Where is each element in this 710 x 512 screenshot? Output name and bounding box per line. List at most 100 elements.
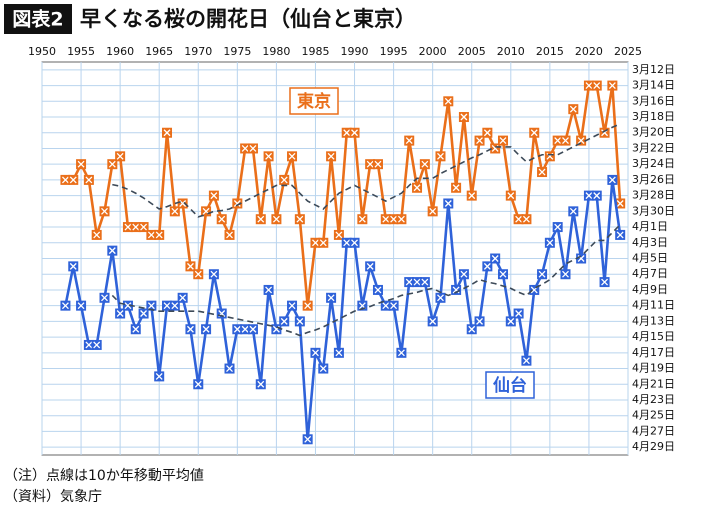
marker-cross	[312, 239, 319, 247]
y-tick-label: 4月7日	[632, 267, 668, 280]
marker-cross	[530, 129, 538, 137]
marker-cross	[280, 317, 288, 325]
x-tick-label: 1980	[262, 45, 290, 58]
marker-cross	[186, 325, 194, 333]
marker	[365, 159, 376, 170]
marker	[287, 151, 298, 162]
marker	[91, 229, 102, 240]
y-tick-label: 4月15日	[632, 330, 675, 343]
marker	[474, 135, 485, 146]
marker	[404, 277, 415, 288]
marker-cross	[319, 239, 327, 247]
y-tick-label: 4月3日	[632, 236, 668, 249]
marker	[138, 308, 149, 319]
x-tick-label: 2025	[614, 45, 642, 58]
marker	[599, 127, 610, 138]
marker-cross	[421, 278, 429, 286]
marker-cross	[374, 286, 382, 294]
marker-cross	[85, 176, 93, 184]
marker-cross	[460, 270, 468, 278]
marker-cross	[351, 129, 358, 137]
marker-cross	[397, 349, 405, 357]
marker-cross	[390, 215, 398, 223]
marker-cross	[468, 192, 476, 200]
y-tick-label: 4月13日	[632, 314, 675, 327]
marker	[537, 269, 548, 280]
marker	[122, 300, 133, 311]
marker-cross	[210, 192, 218, 200]
marker-cross	[608, 82, 616, 90]
marker	[216, 308, 227, 319]
marker	[263, 151, 274, 162]
marker	[466, 190, 477, 201]
x-tick-label: 1990	[341, 45, 369, 58]
marker	[451, 284, 462, 295]
marker	[443, 96, 454, 107]
marker	[341, 127, 352, 138]
marker-cross	[452, 184, 460, 192]
marker-cross	[140, 310, 148, 317]
marker	[263, 284, 274, 295]
marker-cross	[155, 231, 163, 239]
marker	[388, 300, 399, 311]
marker	[60, 174, 71, 185]
marker	[583, 80, 594, 91]
marker-cross	[343, 129, 351, 137]
marker-cross	[194, 270, 202, 278]
marker	[372, 284, 383, 295]
marker	[130, 324, 141, 335]
y-tick-label: 4月23日	[632, 393, 675, 406]
marker-cross	[116, 310, 124, 317]
marker	[419, 277, 430, 288]
marker-cross	[429, 207, 437, 215]
marker-cross	[319, 365, 327, 372]
marker	[177, 198, 188, 209]
marker-cross	[101, 207, 108, 215]
marker-cross	[179, 200, 187, 207]
marker-cross	[155, 372, 163, 380]
marker	[497, 135, 508, 146]
marker-cross	[327, 152, 335, 160]
marker	[607, 174, 618, 185]
marker-cross	[210, 270, 218, 278]
marker-cross	[351, 239, 358, 247]
marker-cross	[132, 325, 140, 333]
marker	[341, 237, 352, 248]
marker	[615, 198, 626, 209]
marker-cross	[85, 341, 93, 349]
marker-cross	[444, 200, 452, 207]
marker-cross	[124, 223, 132, 231]
y-tick-label: 4月9日	[632, 283, 668, 296]
marker-cross	[327, 294, 335, 302]
marker-cross	[257, 215, 265, 223]
moving-average-line	[112, 123, 621, 218]
marker-cross	[218, 215, 226, 223]
marker-cross	[304, 302, 312, 310]
marker	[76, 300, 87, 311]
marker	[380, 300, 391, 311]
y-tick-label: 4月1日	[632, 220, 668, 233]
marker	[232, 198, 243, 209]
marker	[497, 269, 508, 280]
marker-cross	[413, 278, 421, 286]
marker-cross	[554, 137, 562, 145]
marker-cross	[468, 325, 476, 333]
marker	[482, 127, 493, 138]
marker	[349, 237, 360, 248]
y-tick-label: 3月28日	[632, 189, 675, 202]
y-tick-label: 3月26日	[632, 173, 675, 186]
marker	[505, 190, 516, 201]
marker-cross	[312, 349, 319, 357]
marker-cross	[476, 317, 484, 325]
y-tick-label: 4月27日	[632, 424, 675, 437]
marker-cross	[249, 145, 257, 152]
marker-cross	[304, 435, 312, 443]
marker-cross	[93, 231, 101, 239]
marker-cross	[101, 294, 108, 302]
marker-cross	[366, 160, 374, 168]
marker-cross	[616, 200, 624, 207]
marker	[544, 237, 555, 248]
marker	[185, 261, 196, 272]
marker-cross	[93, 341, 101, 349]
